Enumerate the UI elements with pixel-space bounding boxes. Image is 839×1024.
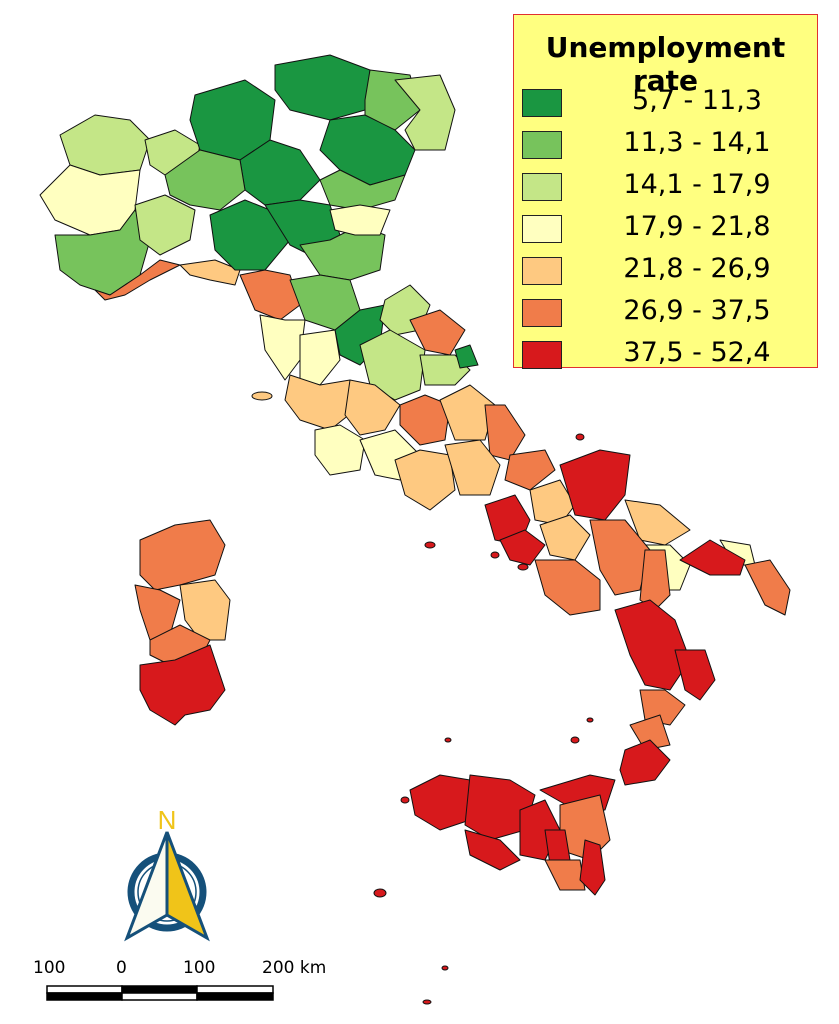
region-romagna xyxy=(329,204,391,236)
island-elba xyxy=(251,391,273,401)
island-ischia xyxy=(490,551,500,559)
region-lazio-mid xyxy=(344,379,401,436)
legend-item: 17,9 - 21,8 xyxy=(522,211,812,249)
island-linosa xyxy=(441,965,449,971)
legend-swatch xyxy=(522,299,562,327)
island-pontine xyxy=(424,541,436,549)
scale-seg-2b xyxy=(121,992,198,1001)
legend-item: 26,9 - 37,5 xyxy=(522,295,812,333)
region-puglia-lecce xyxy=(744,559,791,616)
region-toscana-coast xyxy=(259,314,306,381)
scale-label-200km: 200 km xyxy=(262,958,327,978)
legend-label: 11,3 - 14,1 xyxy=(623,127,771,158)
region-friuli xyxy=(394,74,456,151)
scale-seg-2 xyxy=(121,985,198,994)
region-sicilia-siracusa xyxy=(579,839,606,896)
region-puglia-taranto xyxy=(679,539,746,576)
legend-label: 5,7 - 11,3 xyxy=(632,85,762,116)
region-sicilia-trapani xyxy=(409,774,471,831)
island-egadi xyxy=(400,796,410,804)
region-calabria-crotone xyxy=(674,649,716,701)
region-emilia-west xyxy=(209,199,291,271)
legend: Unemployment rate 5,7 - 11,3 11,3 - 14,1… xyxy=(513,14,818,369)
scale-bar xyxy=(46,985,274,1001)
scale-label-100: 100 xyxy=(183,958,216,978)
legend-item: 37,5 - 52,4 xyxy=(522,337,812,369)
legend-swatch xyxy=(522,215,562,243)
region-marche-coast xyxy=(409,309,466,356)
region-sicilia-agrigento xyxy=(464,829,521,871)
region-abruzzo-north xyxy=(399,394,451,446)
island-eolie-1 xyxy=(570,736,580,744)
region-sardegna-north xyxy=(139,519,226,591)
legend-item: 11,3 - 14,1 xyxy=(522,127,812,165)
scale-seg-1 xyxy=(46,985,123,994)
region-basilicata-matera xyxy=(639,549,671,611)
region-sardegna-east xyxy=(179,579,231,641)
region-trentino xyxy=(274,54,371,121)
north-arrow: N xyxy=(124,805,210,942)
legend-item: 5,7 - 11,3 xyxy=(522,85,812,123)
legend-item: 21,8 - 26,9 xyxy=(522,253,812,291)
legend-label: 14,1 - 17,9 xyxy=(623,169,771,200)
north-arrow-label: N xyxy=(158,805,177,835)
region-calabria-cosenza xyxy=(614,599,691,691)
scale-seg-1b xyxy=(46,992,123,1001)
island-eolie-2 xyxy=(586,717,594,723)
region-campania-benevento xyxy=(529,479,576,526)
legend-label: 21,8 - 26,9 xyxy=(623,253,771,284)
region-sardegna-south xyxy=(139,644,226,726)
region-campania-napoli xyxy=(499,529,546,566)
island-lampedusa xyxy=(422,999,432,1005)
region-lazio-frosinone xyxy=(394,449,456,511)
island-capri xyxy=(517,563,529,571)
legend-swatch xyxy=(522,341,562,369)
legend-swatch xyxy=(522,257,562,285)
region-lazio-coast xyxy=(314,424,366,476)
legend-label: 17,9 - 21,8 xyxy=(623,211,771,242)
region-abruzzo-east xyxy=(484,404,526,461)
region-lazio-north xyxy=(284,374,356,431)
region-sicilia-ragusa xyxy=(544,859,586,891)
legend-label: 26,9 - 37,5 xyxy=(623,295,771,326)
region-basilicata-potenza xyxy=(589,519,651,596)
region-campania-avellino xyxy=(539,514,591,561)
region-calabria-reggio xyxy=(619,739,671,786)
legend-swatch xyxy=(522,173,562,201)
legend-swatch xyxy=(522,89,562,117)
region-nw-piemonte-south xyxy=(54,209,151,296)
region-calabria-vibo xyxy=(629,714,671,751)
region-toscana-south xyxy=(299,329,341,386)
island-tremiti xyxy=(575,433,585,441)
scale-seg-3 xyxy=(196,985,274,994)
region-lombardia-east xyxy=(239,139,321,206)
region-nw-cuneo xyxy=(134,194,196,256)
legend-title: Unemployment rate xyxy=(545,31,786,97)
region-marche-south xyxy=(419,354,471,386)
region-puglia-bat xyxy=(624,499,691,546)
legend-label: 37,5 - 52,4 xyxy=(623,337,771,368)
region-calabria-catanzaro xyxy=(639,689,686,726)
region-toscana-north xyxy=(239,269,301,321)
region-puglia-foggia xyxy=(559,449,631,521)
region-campania-salerno xyxy=(534,559,601,616)
island-pantelleria xyxy=(373,888,387,898)
scale-seg-3b xyxy=(196,992,274,1001)
region-molise xyxy=(444,439,501,496)
region-lombardia-south xyxy=(164,149,246,211)
region-veneto-south xyxy=(319,169,406,211)
island-ustica xyxy=(444,737,452,743)
legend-item: 14,1 - 17,9 xyxy=(522,169,812,207)
region-liguria-east xyxy=(179,259,241,286)
region-molise-coast xyxy=(504,449,556,491)
scale-label-0: 0 xyxy=(116,958,127,978)
legend-swatch xyxy=(522,131,562,159)
region-marche-small xyxy=(454,344,479,369)
north-arrow-right-half xyxy=(165,831,210,942)
scale-label-100-left: 100 xyxy=(33,958,66,978)
